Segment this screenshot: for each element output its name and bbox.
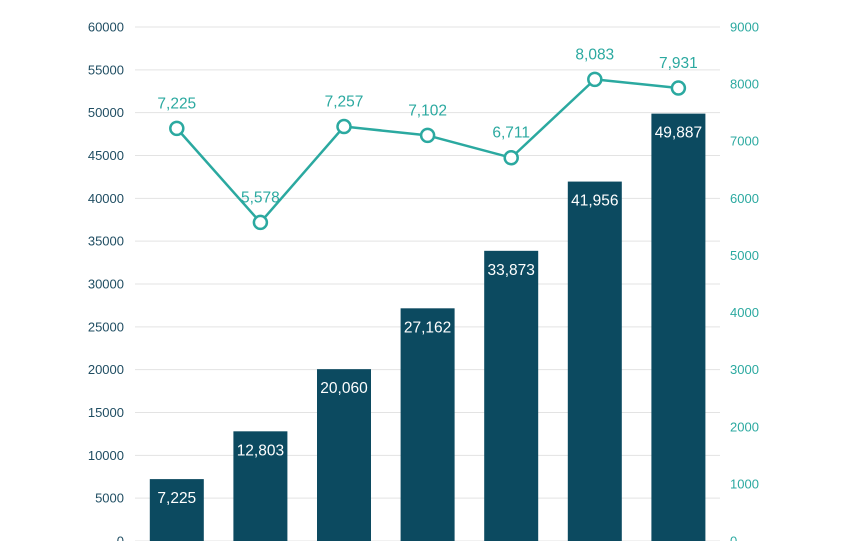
- left-tick-label: 20000: [88, 362, 124, 377]
- line-value-label: 7,225: [157, 95, 196, 112]
- bar-value-label: 12,803: [237, 442, 284, 459]
- left-tick-label: 5000: [95, 491, 124, 506]
- bar: [567, 181, 622, 541]
- right-tick-label: 7000: [730, 134, 759, 149]
- left-axis: 0 5000 10000 15000 20000 25000 30000 35000 40000…: [88, 20, 124, 541]
- left-tick-label: 25000: [88, 319, 124, 334]
- left-tick-label: 60000: [88, 20, 124, 35]
- bar-value-label: 33,873: [487, 262, 534, 279]
- bar: [317, 369, 371, 541]
- line-point: [169, 120, 185, 137]
- line-series: [169, 71, 687, 231]
- bar-series: [149, 113, 706, 541]
- line-value-label: 7,931: [659, 55, 698, 72]
- right-axis: 0 1000 2000 3000 4000 5000 6000 7000 8000 9000: [730, 20, 759, 541]
- right-tick-label: 8000: [730, 77, 759, 92]
- right-tick-label: 9000: [730, 20, 759, 35]
- bar-value-label: 20,060: [320, 380, 368, 397]
- right-tick-label: 2000: [730, 419, 759, 434]
- left-tick-label: 15000: [88, 405, 124, 420]
- line-point: [587, 71, 603, 88]
- right-tick-label: 0: [730, 534, 737, 541]
- bar: [149, 479, 204, 541]
- line-value-label: 8,083: [575, 46, 614, 63]
- bar-value-label: 7,225: [157, 490, 196, 507]
- left-tick-label: 40000: [88, 191, 124, 206]
- right-tick-label: 1000: [730, 476, 759, 491]
- right-tick-label: 5000: [730, 248, 759, 263]
- line-data-labels: 7,225 5,578 7,257 7,102 6,711 8,083 7,931: [157, 46, 697, 206]
- line-point: [336, 118, 352, 135]
- left-tick-label: 0: [117, 534, 124, 541]
- left-tick-label: 35000: [88, 234, 124, 249]
- bar-value-label: 41,956: [571, 193, 618, 210]
- line-value-label: 7,102: [408, 102, 447, 119]
- right-tick-label: 3000: [730, 362, 759, 377]
- line-value-label: 7,257: [325, 94, 364, 111]
- line-point: [252, 214, 269, 231]
- left-tick-label: 30000: [88, 277, 124, 292]
- left-tick-label: 50000: [88, 105, 124, 120]
- bar-data-labels: 7,225 12,803 20,060 27,162 33,873 41,956 49,88…: [157, 125, 702, 507]
- right-tick-label: 6000: [730, 191, 759, 206]
- line-point: [419, 127, 436, 144]
- left-tick-label: 45000: [88, 148, 124, 163]
- right-tick-label: 4000: [730, 305, 759, 320]
- bar: [233, 431, 288, 541]
- left-tick-label: 10000: [88, 448, 124, 463]
- bar: [484, 250, 539, 541]
- line-value-label: 5,578: [241, 189, 280, 206]
- line-point: [670, 80, 687, 96]
- bar-value-label: 49,887: [655, 125, 702, 142]
- left-tick-label: 55000: [88, 62, 124, 77]
- bar: [400, 308, 455, 541]
- line-value-label: 6,711: [492, 125, 530, 142]
- line-point: [503, 149, 519, 166]
- bar-value-label: 27,162: [404, 319, 451, 336]
- bar: [651, 113, 706, 541]
